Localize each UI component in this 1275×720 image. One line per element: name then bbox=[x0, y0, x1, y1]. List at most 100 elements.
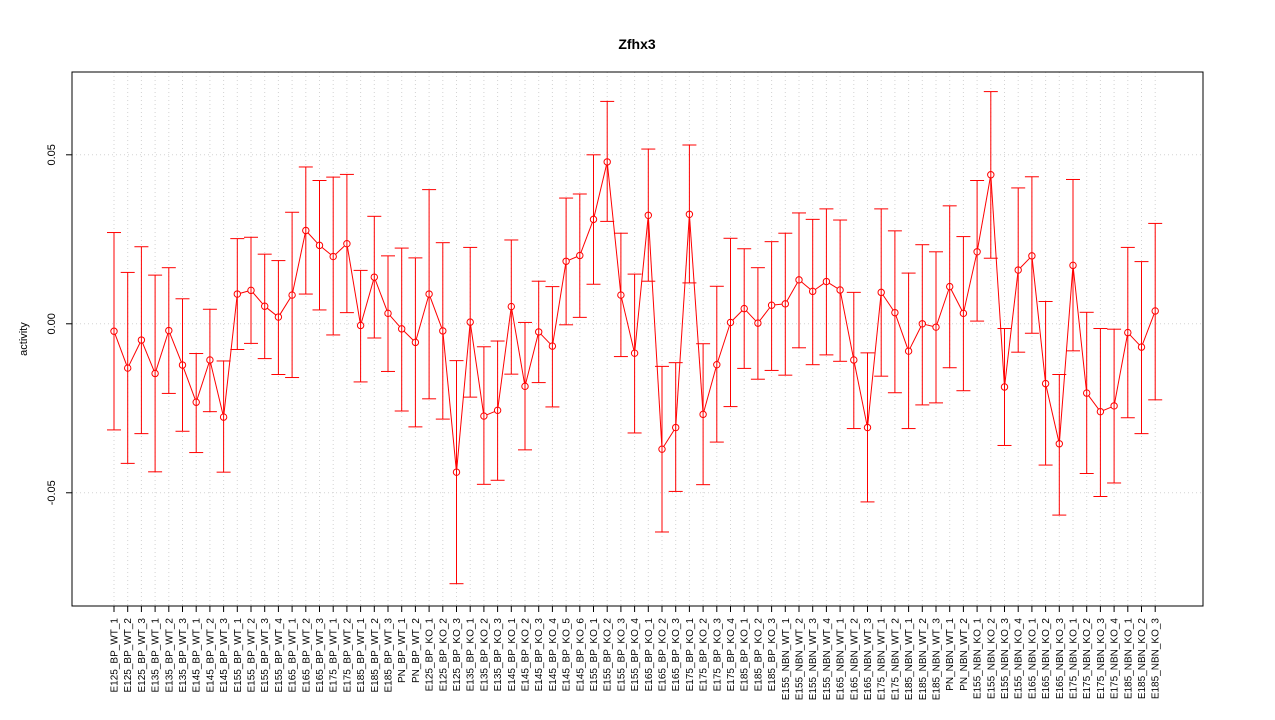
series-line-segment bbox=[815, 282, 825, 290]
series-line-segment bbox=[525, 334, 539, 384]
data-point bbox=[699, 410, 707, 419]
x-tick-label: E155_BP_WT_1 bbox=[233, 618, 244, 693]
data-point bbox=[836, 286, 844, 294]
x-tick-label: E145_BP_KO_4 bbox=[548, 618, 559, 692]
y-axis-label: activity bbox=[18, 322, 30, 356]
data-point bbox=[973, 248, 981, 256]
series-line-segment bbox=[828, 282, 838, 289]
x-tick-label: E155_NBN_WT_3 bbox=[808, 618, 819, 701]
x-tick-label: E135_BP_KO_3 bbox=[493, 618, 504, 692]
data-point bbox=[480, 412, 488, 420]
data-point bbox=[576, 251, 584, 260]
data-point bbox=[178, 361, 187, 369]
data-point bbox=[165, 326, 173, 335]
data-point bbox=[384, 309, 392, 318]
x-tick-label: E185_BP_WT_3 bbox=[384, 618, 395, 693]
x-tick-label: E165_NBN_KO_1 bbox=[1027, 618, 1038, 700]
plot-frame bbox=[71, 71, 1204, 607]
series-line-segment bbox=[486, 411, 495, 416]
x-tick-label: E125_BP_KO_1 bbox=[425, 618, 436, 692]
x-axis: E125_BP_WT_1 E125_BP_WT_2 E125_BP_WT_3 E135… bbox=[110, 605, 1162, 701]
series-line-segment bbox=[497, 309, 512, 408]
x-tick-label: E155_BP_KO_1 bbox=[589, 618, 600, 692]
series-line-segment bbox=[155, 333, 169, 371]
x-tick-label: E165_NBN_KO_2 bbox=[1041, 618, 1052, 700]
data-point bbox=[713, 360, 721, 369]
series-line-segment bbox=[540, 333, 551, 345]
data-point bbox=[329, 252, 337, 261]
data-point bbox=[110, 327, 118, 335]
series-line-segment bbox=[429, 296, 443, 329]
data-point bbox=[261, 302, 269, 310]
series-line-segment bbox=[568, 256, 578, 261]
series-line-segment bbox=[1020, 257, 1031, 269]
data-point bbox=[439, 327, 447, 335]
series-line-segment bbox=[307, 232, 318, 244]
series-line-segment bbox=[360, 280, 374, 323]
x-tick-label: E125_BP_WT_2 bbox=[123, 618, 134, 693]
y-tick-label: 0.05 bbox=[46, 144, 58, 165]
series-line-segment bbox=[1045, 386, 1060, 441]
series-line-segment bbox=[223, 297, 238, 414]
series-layer bbox=[107, 91, 1163, 585]
x-tick-label: PN_BP_WT_2 bbox=[411, 618, 422, 683]
x-tick-label: E145_BP_WT_3 bbox=[219, 618, 230, 693]
data-point bbox=[959, 309, 968, 318]
series-line-segment bbox=[840, 293, 854, 357]
data-point bbox=[1110, 402, 1118, 410]
series-line-segment bbox=[732, 310, 743, 321]
data-point bbox=[863, 423, 872, 432]
x-tick-label: E155_BP_WT_4 bbox=[274, 618, 285, 693]
series-line-segment bbox=[867, 295, 882, 425]
x-tick-label: E155_NBN_KO_2 bbox=[986, 618, 997, 700]
data-point bbox=[781, 300, 789, 308]
x-tick-label: E185_BP_KO_1 bbox=[740, 618, 751, 692]
data-point bbox=[850, 356, 858, 364]
x-tick-label: E175_BP_KO_1 bbox=[685, 618, 696, 692]
x-tick-label: E145_BP_KO_3 bbox=[534, 618, 545, 692]
data-point bbox=[918, 320, 926, 328]
data-point bbox=[1041, 379, 1050, 388]
data-point bbox=[754, 319, 762, 327]
series-line-segment bbox=[1031, 258, 1046, 381]
data-point bbox=[398, 325, 406, 333]
x-tick-label: E125_BP_KO_2 bbox=[438, 618, 449, 692]
series-line-segment bbox=[321, 247, 332, 255]
series-line-segment bbox=[128, 342, 141, 366]
data-point bbox=[548, 342, 557, 350]
series-line-segment bbox=[774, 303, 783, 306]
series-line-segment bbox=[647, 218, 663, 447]
data-point bbox=[425, 290, 433, 298]
x-tick-label: E145_BP_KO_5 bbox=[562, 618, 573, 692]
x-tick-label: E185_NBN_KO_3 bbox=[1151, 618, 1162, 700]
y-axis: -0.05 0.00 0.05 bbox=[46, 144, 72, 505]
series-line-segment bbox=[196, 362, 210, 400]
x-tick-label: E165_NBN_WT_3 bbox=[863, 618, 874, 701]
x-tick-label: E145_BP_KO_6 bbox=[575, 618, 586, 692]
data-point bbox=[795, 276, 803, 284]
x-tick-label: PN_BP_WT_1 bbox=[397, 618, 408, 683]
series-line-segment bbox=[746, 310, 757, 322]
x-tick-label: E175_NBN_KO_4 bbox=[1110, 618, 1121, 700]
data-point bbox=[507, 302, 515, 311]
series-line-segment bbox=[346, 246, 361, 323]
data-point bbox=[274, 313, 283, 321]
x-tick-label: E165_BP_KO_3 bbox=[671, 618, 682, 692]
data-point bbox=[370, 273, 378, 281]
x-tick-label: E185_BP_WT_2 bbox=[370, 618, 381, 693]
x-tick-label: E175_BP_KO_4 bbox=[726, 618, 737, 692]
data-point bbox=[630, 349, 639, 357]
series-line-segment bbox=[1004, 273, 1019, 384]
data-point bbox=[672, 423, 680, 432]
y-tick-label: -0.05 bbox=[46, 480, 58, 505]
x-tick-label: E165_BP_WT_2 bbox=[301, 618, 312, 693]
series-line-segment bbox=[279, 297, 291, 315]
series-line-segment bbox=[374, 279, 388, 311]
data-point bbox=[137, 336, 146, 344]
x-tick-label: E155_NBN_KO_1 bbox=[973, 618, 984, 700]
data-point bbox=[603, 158, 611, 166]
series-line-segment bbox=[580, 222, 593, 253]
series-line-segment bbox=[703, 367, 717, 412]
x-tick-label: E175_NBN_KO_3 bbox=[1096, 618, 1107, 700]
